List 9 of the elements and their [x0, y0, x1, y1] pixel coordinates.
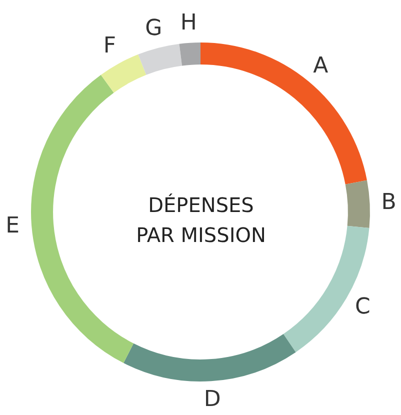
text: DÉPENSES PAR MISSION	[135, 192, 267, 249]
slice-label: H	[180, 10, 197, 36]
slice-label: G	[145, 16, 162, 42]
slice-label: D	[204, 386, 221, 412]
slice-label: F	[103, 34, 116, 59]
slice-label: B	[381, 190, 396, 215]
slice-label: A	[313, 53, 328, 78]
slice-label: C	[355, 294, 370, 320]
slice-label: E	[6, 214, 20, 239]
